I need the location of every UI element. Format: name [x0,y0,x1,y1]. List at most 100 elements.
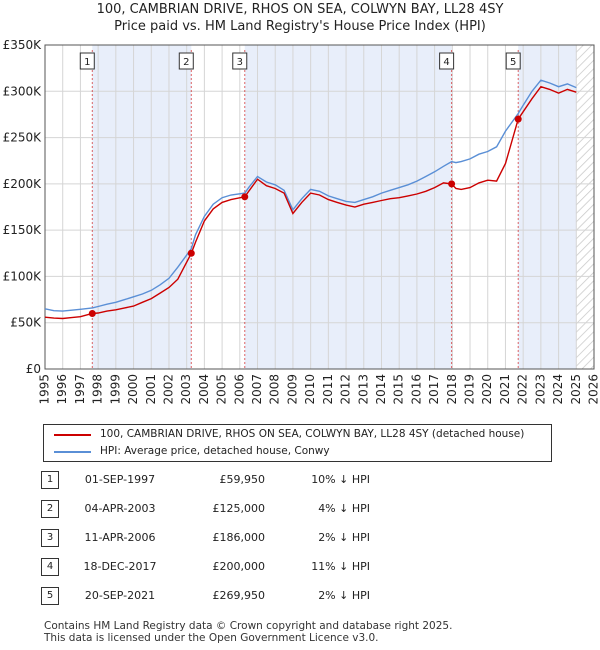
sale-row-number: 4 [41,558,59,576]
sale-row: 5 20-SEP-2021 £269,950 2% ↓ HPI [0,586,600,608]
chart-subtitle: Price paid vs. HM Land Registry's House … [114,19,486,34]
y-tick-label: £200K [3,177,43,191]
footer-licence: This data is licensed under the Open Gov… [44,632,379,644]
sale-points [88,115,522,318]
x-tick-label: 2025 [569,374,583,405]
sale-row-number: 2 [41,500,59,518]
sale-label: 5 [505,52,521,70]
legend-label-property: 100, CAMBRIAN DRIVE, RHOS ON SEA, COLWYN… [100,428,525,440]
legend: 100, CAMBRIAN DRIVE, RHOS ON SEA, COLWYN… [43,424,552,462]
shaded-period [92,45,192,369]
y-tick-label: £50K [10,316,42,330]
sale-row-date: 11-APR-2006 [84,531,156,544]
x-tick-label: 2010 [303,374,317,405]
sale-point [88,310,96,318]
sale-label-text: 5 [510,57,516,68]
future-hatch-area [576,45,594,369]
sale-label-box [79,52,95,70]
y-tick-label: £0 [26,362,41,376]
series-lines [44,79,577,320]
sale-point [187,249,195,257]
x-tick-label: 2009 [285,374,299,405]
sale-row-number: 3 [41,529,59,547]
sale-row-number: 5 [41,587,59,605]
sale-label-text: 4 [443,57,449,68]
sale-row-price: £59,950 [219,473,266,486]
x-tick-label: 2022 [516,374,530,405]
y-tick-label: £100K [3,269,43,283]
sale-label-text: 1 [84,57,90,68]
y-tick-label: £150K [3,223,43,237]
sale-row-date: 18-DEC-2017 [83,560,157,573]
sale-row: 1 01-SEP-1997 £59,950 10% ↓ HPI [0,470,600,492]
sale-row-price: £125,000 [212,502,266,515]
sale-label-box [232,52,248,70]
x-tick-label: 1996 [55,374,69,405]
legend-swatch-hpi [54,451,91,453]
sale-label: 2 [178,52,194,70]
x-tick-label: 1999 [108,374,122,405]
x-tick-label: 2024 [551,374,565,405]
sale-label-box [178,52,194,70]
sale-label-box [505,52,521,70]
sale-row-date: 20-SEP-2021 [84,589,156,602]
y-tick-label: £350K [3,38,43,52]
sale-row-price: £269,950 [212,589,266,602]
x-tick-label: 2006 [232,374,246,405]
sale-row: 2 04-APR-2003 £125,000 4% ↓ HPI [0,499,600,521]
x-tick-label: 2013 [356,374,370,405]
sale-row-hpi-diff: 4% ↓ HPI [318,502,370,515]
shaded-period [518,45,577,369]
sale-row: 3 11-APR-2006 £186,000 2% ↓ HPI [0,528,600,550]
sale-label-boxes: 1 2 3 4 5 [79,52,521,70]
sale-label: 1 [79,52,95,70]
future-hatch [576,45,594,369]
series-line-hpi [44,79,577,312]
axes [44,44,595,370]
x-tick-label: 2014 [374,374,388,405]
x-tick-label: 2019 [463,374,477,405]
x-tick-label: 2002 [161,374,175,405]
x-tick-label: 2017 [427,374,441,405]
x-tick-label: 1995 [38,374,52,405]
series-line-property [44,85,577,320]
sale-row-number: 1 [41,471,59,489]
legend-label-hpi: HPI: Average price, detached house, Conw… [100,445,330,457]
footer-copyright: Contains HM Land Registry data © Crown c… [44,620,453,632]
chart-title: 100, CAMBRIAN DRIVE, RHOS ON SEA, COLWYN… [96,2,504,17]
x-tick-label: 2020 [480,374,494,405]
sale-row: 4 18-DEC-2017 £200,000 11% ↓ HPI [0,557,600,579]
x-tick-label: 2003 [179,374,193,405]
x-tick-label: 2011 [321,374,335,405]
sale-row-price: £200,000 [212,560,266,573]
sale-label-text: 3 [237,57,243,68]
sale-row-hpi-diff: 2% ↓ HPI [318,589,370,602]
sale-label: 3 [232,52,248,70]
x-tick-label: 2001 [144,374,158,405]
sale-point [448,180,456,188]
x-tick-label: 2026 [587,374,600,405]
x-tick-label: 1997 [73,374,87,405]
sale-label-text: 2 [183,57,189,68]
sale-label-box [439,52,455,70]
sale-row-date: 01-SEP-1997 [84,473,156,486]
sale-point [241,193,249,201]
plot-frame [44,44,595,370]
x-tick-label: 2023 [533,374,547,405]
sale-row-price: £186,000 [212,531,266,544]
x-tick-label: 2008 [268,374,282,405]
y-tick-label: £300K [3,84,43,98]
x-tick-label: 1998 [91,374,105,405]
sale-point [514,115,522,123]
tick-labels: £0 £50K £100K £150K £200K £250K £300K £350K 1995… [3,38,600,405]
sale-row-hpi-diff: 10% ↓ HPI [311,473,370,486]
sale-row-hpi-diff: 2% ↓ HPI [318,531,370,544]
y-tick-label: £250K [3,131,43,145]
x-tick-label: 2015 [392,374,406,405]
shaded-periods [92,45,577,369]
sale-label: 4 [439,52,455,70]
sale-row-date: 04-APR-2003 [84,502,156,515]
price-chart: 1 2 3 4 5 £0 £50K £100K £150K £200K £250K £300K £35… [3,38,600,405]
x-tick-label: 2004 [197,374,211,405]
x-tick-label: 2018 [445,374,459,405]
